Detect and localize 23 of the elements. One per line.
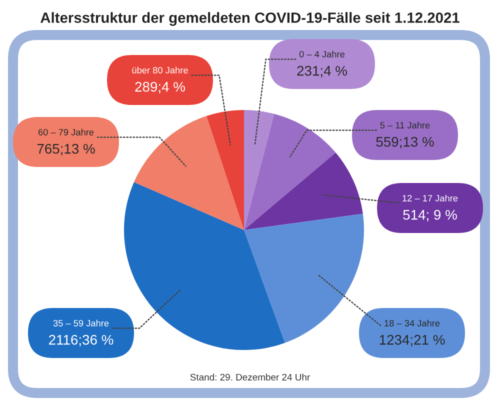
pie-slice (244, 214, 364, 343)
slice-label: 35 – 59 Jahre (53, 320, 109, 326)
pie-slice (244, 110, 274, 230)
data-label: 2116;36 % (49, 334, 114, 346)
text: Stand: 29. Dezember 24 Uhr (190, 374, 310, 381)
data-label: 1234;21 % (380, 334, 445, 346)
pie-slice (124, 182, 285, 350)
data-label: 559;13 % (376, 136, 434, 148)
data-label: 514; 9 % (403, 210, 457, 222)
data-label: 289;4 % (135, 82, 185, 94)
slice-label: 5 – 11 Jahre (380, 122, 430, 128)
slice-label: 0 – 4 Jahre (299, 50, 345, 58)
slice-label: 18 – 34 Jahre (384, 320, 440, 326)
pie-slice (206, 110, 244, 230)
slice-label: 60 – 79 Jahre (38, 128, 94, 136)
pie-slice (244, 152, 363, 230)
slice-label: über 80 Jahre (132, 66, 188, 74)
chart-title: Altersstruktur der gemeldeten COVID-19-Fälle seit 1.12.2021 (40, 12, 460, 26)
data-label: 765;13 % (37, 144, 95, 156)
pie-slice (244, 114, 336, 230)
data-label: 231;4 % (297, 66, 347, 78)
slice-label: 12 – 17 Jahre (402, 194, 458, 202)
pie-slice (134, 116, 244, 230)
